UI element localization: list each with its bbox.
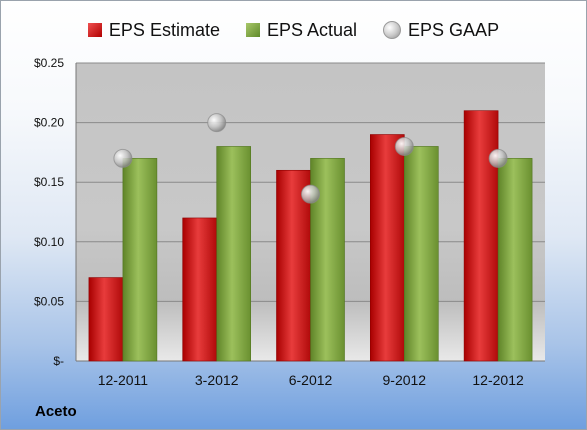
legend-label-estimate: EPS Estimate bbox=[108, 19, 220, 40]
legend-label-actual: EPS Actual bbox=[266, 19, 358, 40]
y-tick-label: $0.10 bbox=[34, 235, 64, 249]
y-axis-ticks: $- $0.05 $0.10 $0.15 $0.20 $0.25 bbox=[34, 56, 64, 368]
actual-bar bbox=[497, 158, 533, 362]
y-tick-label: $- bbox=[53, 354, 64, 368]
x-tick-label: 6-2012 bbox=[289, 372, 333, 388]
estimate-bar bbox=[88, 277, 124, 362]
bars bbox=[88, 110, 533, 362]
gaap-marker bbox=[301, 184, 320, 204]
estimate-bar bbox=[463, 110, 499, 362]
gaap-marker bbox=[488, 148, 508, 168]
legend-item-actual: EPS Actual bbox=[245, 19, 358, 41]
legend-swatch-actual bbox=[245, 23, 260, 37]
legend-swatch-gaap bbox=[383, 21, 402, 39]
chart-legend: EPS Estimate EPS Actual EPS GAAP bbox=[1, 15, 586, 45]
estimate-bar bbox=[369, 134, 405, 362]
company-name: Aceto bbox=[35, 403, 77, 420]
x-tick-label: 12-2012 bbox=[472, 372, 524, 388]
actual-bar bbox=[403, 146, 439, 362]
legend-label-gaap: EPS GAAP bbox=[408, 19, 500, 40]
gaap-marker bbox=[207, 113, 227, 133]
legend-item-estimate: EPS Estimate bbox=[87, 19, 220, 41]
x-tick-label: 3-2012 bbox=[195, 372, 239, 388]
gaap-marker bbox=[394, 136, 414, 156]
y-tick-label: $0.15 bbox=[34, 175, 64, 189]
y-tick-label: $0.05 bbox=[34, 294, 64, 308]
y-tick-label: $0.25 bbox=[34, 56, 64, 70]
estimate-bar bbox=[182, 217, 217, 362]
legend-item-gaap: EPS GAAP bbox=[383, 20, 499, 41]
x-tick-label: 12-2011 bbox=[98, 372, 149, 388]
x-tick-label: 9-2012 bbox=[383, 372, 427, 388]
y-tick-label: $0.20 bbox=[34, 116, 64, 130]
x-axis-ticks: 12-2011 3-2012 6-2012 9-2012 12-2012 bbox=[98, 372, 524, 388]
actual-bar bbox=[216, 146, 251, 362]
gaap-markers bbox=[113, 113, 508, 204]
gaap-marker bbox=[113, 148, 133, 168]
legend-swatch-estimate bbox=[87, 23, 102, 37]
actual-bar bbox=[122, 158, 158, 362]
estimate-bar bbox=[276, 169, 311, 362]
